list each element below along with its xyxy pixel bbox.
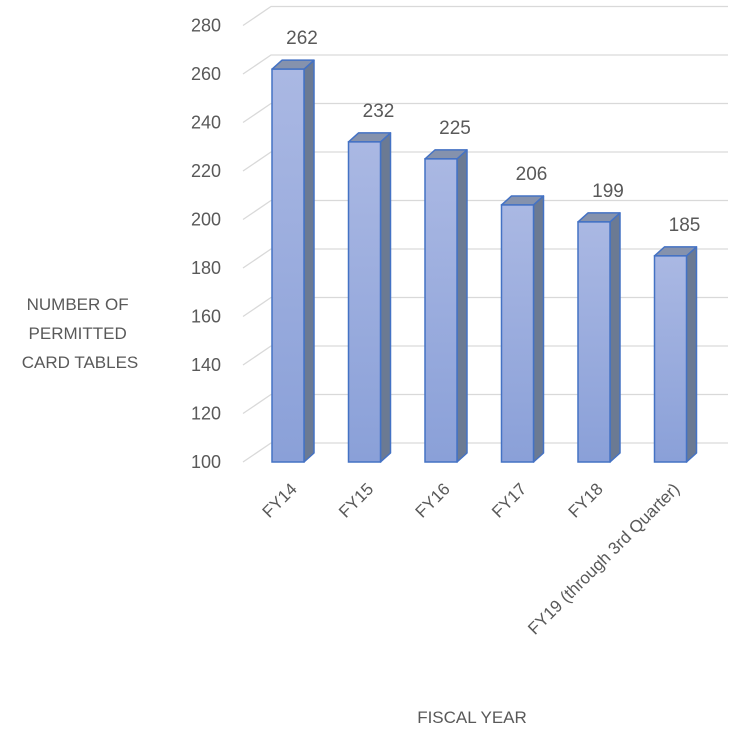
y-tick-label: 220 bbox=[191, 161, 221, 181]
y-tick-label: 280 bbox=[191, 16, 221, 36]
bar bbox=[425, 159, 457, 462]
bar bbox=[272, 69, 304, 462]
y-tick-label: 100 bbox=[191, 452, 221, 472]
x-tick-label: FY14 bbox=[259, 479, 301, 521]
data-label: 185 bbox=[669, 215, 701, 236]
gridline bbox=[243, 152, 728, 171]
bar-side bbox=[304, 60, 314, 462]
y-tick-label: 240 bbox=[191, 113, 221, 133]
data-label: 232 bbox=[363, 101, 395, 122]
x-tick-label: FY16 bbox=[412, 479, 454, 521]
y-tick-label: 140 bbox=[191, 355, 221, 375]
gridline bbox=[243, 201, 728, 220]
bar bbox=[578, 222, 610, 462]
data-label: 206 bbox=[516, 164, 548, 185]
gridline bbox=[243, 7, 728, 26]
y-tick-label: 160 bbox=[191, 307, 221, 327]
y-axis-title-line: PERMITTED bbox=[29, 324, 127, 343]
y-axis-title: NUMBER OF PERMITTED CARD TABLES bbox=[22, 295, 139, 372]
x-tick-label: FY17 bbox=[488, 479, 530, 521]
y-axis-ticks: 100 120 140 160 180 200 220 240 260 280 bbox=[191, 16, 221, 473]
bar-side bbox=[610, 213, 620, 462]
bar bbox=[502, 205, 534, 462]
bar bbox=[349, 142, 381, 462]
x-axis-title: FISCAL YEAR bbox=[417, 708, 527, 727]
x-tick-label: FY19 (through 3rd Quarter) bbox=[524, 479, 683, 638]
bar-side bbox=[534, 196, 544, 462]
y-tick-label: 120 bbox=[191, 404, 221, 424]
gridline bbox=[243, 55, 728, 74]
bar-side bbox=[381, 133, 391, 462]
data-label: 225 bbox=[439, 118, 471, 139]
x-tick-label: FY15 bbox=[335, 479, 377, 521]
bar bbox=[655, 256, 687, 462]
y-tick-label: 200 bbox=[191, 210, 221, 230]
data-label: 262 bbox=[286, 28, 318, 49]
data-label: 199 bbox=[592, 181, 624, 202]
y-axis-title-line: CARD TABLES bbox=[22, 353, 139, 372]
y-tick-label: 260 bbox=[191, 64, 221, 84]
bars bbox=[272, 60, 697, 462]
y-axis-title-line: NUMBER OF bbox=[27, 295, 129, 314]
x-tick-label: FY18 bbox=[565, 479, 607, 521]
gridline bbox=[243, 104, 728, 123]
bar-side bbox=[457, 150, 467, 462]
y-tick-label: 180 bbox=[191, 258, 221, 278]
bar-side bbox=[687, 247, 697, 462]
